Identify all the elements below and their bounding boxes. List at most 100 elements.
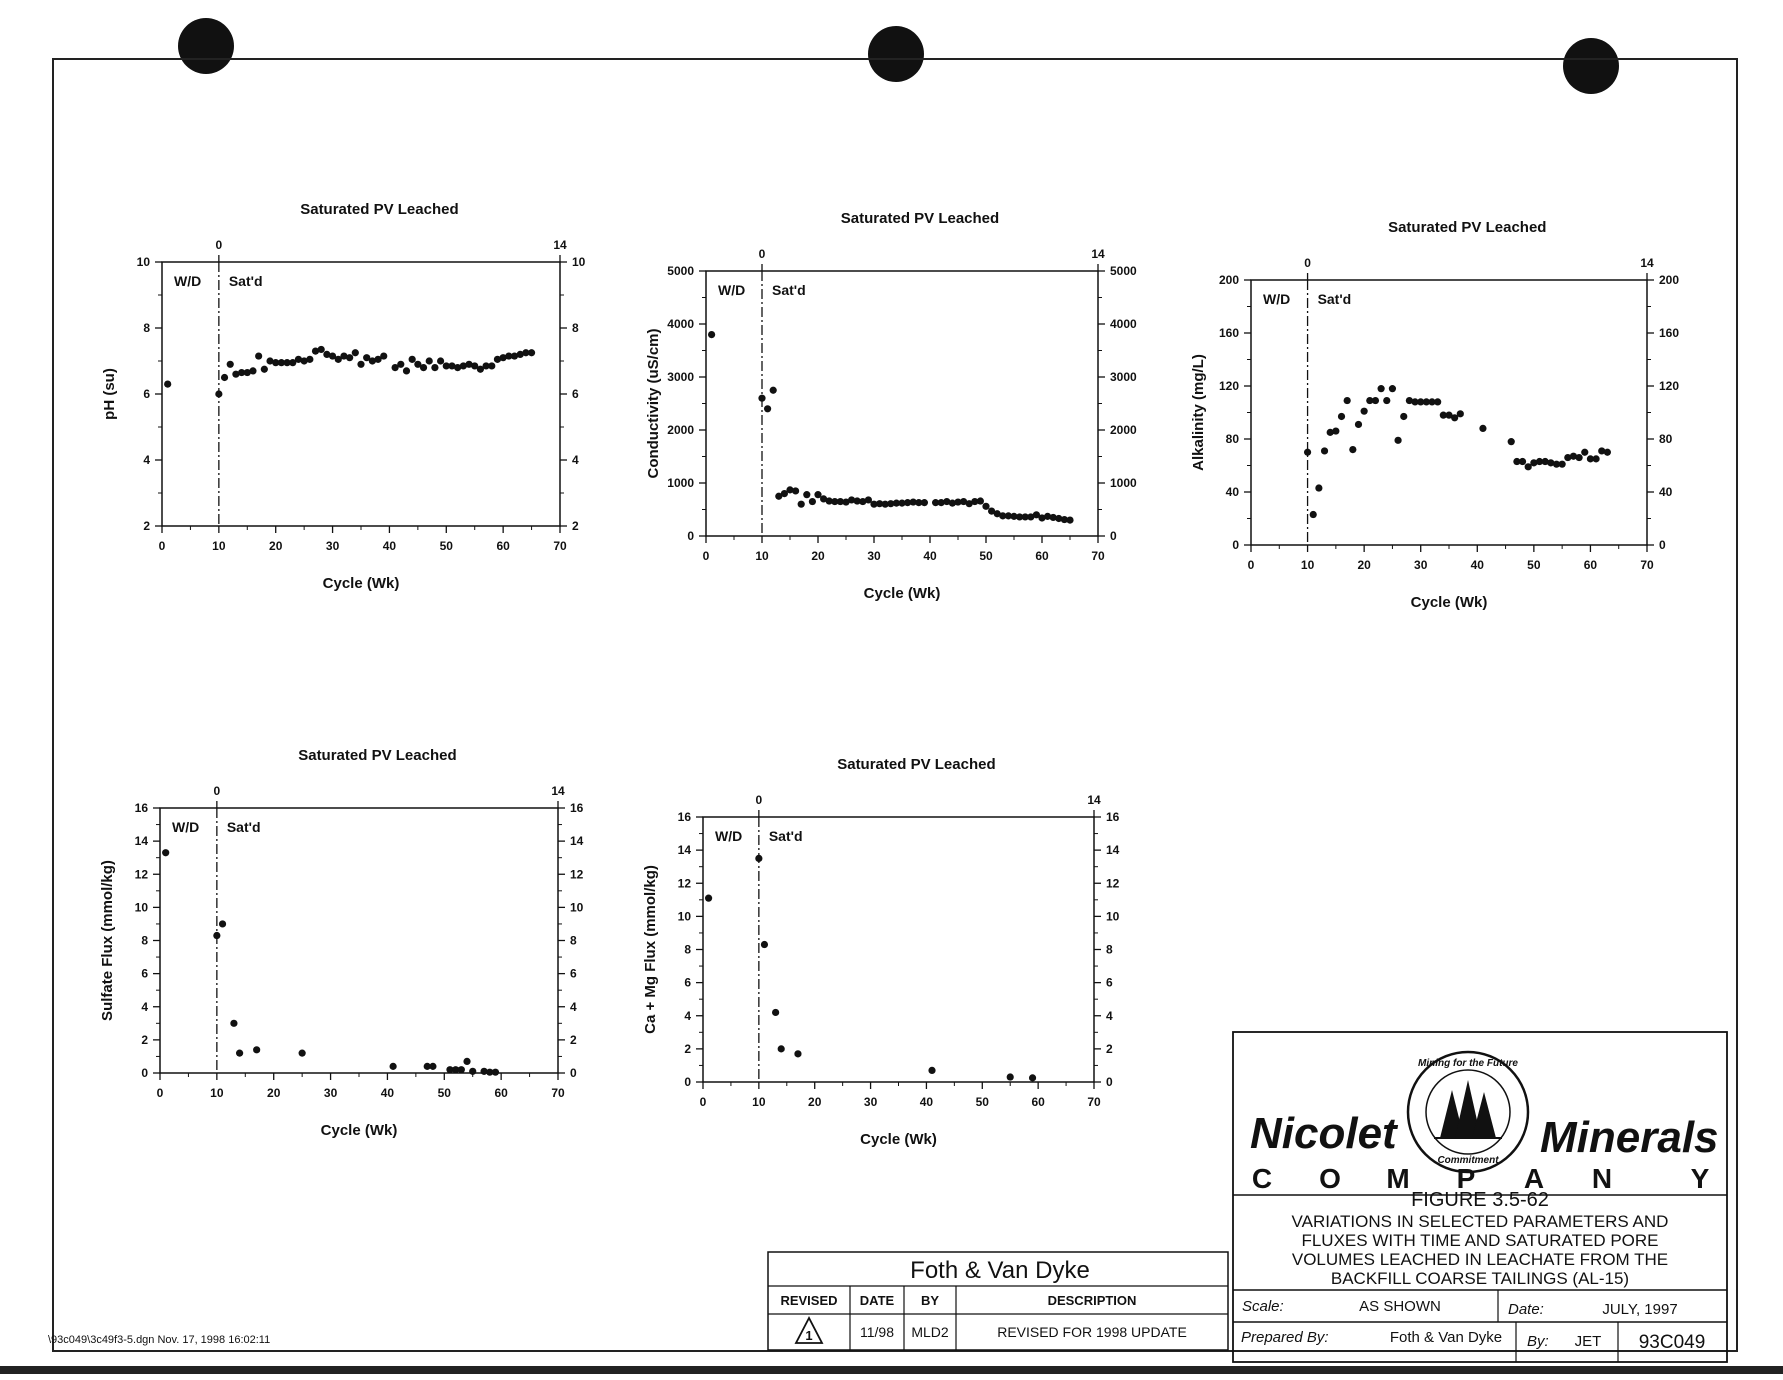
y-tick-label-right: 14 (1106, 843, 1120, 857)
data-point (1552, 460, 1561, 468)
data-point (486, 1068, 494, 1076)
x-tick-label: 30 (867, 549, 881, 563)
prepared-value: Foth & Van Dyke (1390, 1329, 1502, 1346)
data-point (1530, 459, 1538, 467)
data-point (1411, 398, 1419, 406)
data-point (982, 502, 990, 510)
y-tick-label-left: 4000 (667, 317, 694, 331)
data-point (340, 352, 348, 360)
y-tick-label-right: 0 (1659, 538, 1666, 552)
y-axis-label: Alkalinity (mg/L) (1190, 354, 1207, 471)
data-point (1592, 455, 1600, 463)
data-point (814, 491, 822, 499)
y-tick-label-left: 6 (141, 967, 148, 981)
data-point (820, 495, 828, 503)
revision-header-description: DESCRIPTION (1048, 1293, 1137, 1308)
data-point (493, 355, 502, 363)
y-tick-label-left: 10 (135, 900, 149, 914)
y-tick-label-right: 6 (1106, 976, 1113, 990)
data-point (1021, 513, 1029, 521)
y-tick-label-right: 10 (1106, 909, 1120, 923)
by-value: JET (1575, 1333, 1602, 1350)
data-point (831, 497, 839, 506)
y-tick-label-right: 4 (572, 453, 579, 467)
data-point (289, 359, 297, 367)
region-label-satd: Sat'd (227, 819, 261, 835)
data-point (864, 496, 873, 504)
y-tick-label-left: 3000 (667, 370, 694, 384)
drawing-sheet-border (52, 58, 1738, 1352)
data-point (853, 497, 861, 505)
data-point (218, 920, 227, 928)
data-point (465, 360, 473, 368)
y-tick-label-left: 4 (684, 1009, 691, 1023)
data-point (932, 499, 940, 507)
data-point (960, 497, 968, 506)
revision-header-date: DATE (860, 1293, 895, 1308)
data-point (469, 1067, 477, 1075)
data-point (825, 497, 833, 505)
binder-hole-center (868, 26, 924, 82)
data-point (1400, 412, 1408, 421)
region-label-satd: Sat'd (229, 273, 263, 289)
data-point (1016, 513, 1024, 521)
page-bottom-edge (0, 1366, 1783, 1374)
data-point (480, 1067, 488, 1075)
data-point (764, 405, 772, 413)
data-point (775, 492, 783, 500)
data-point (346, 354, 354, 362)
region-label-wd: W/D (1263, 291, 1290, 307)
x-tick-label: 30 (326, 539, 340, 553)
data-point (1006, 1073, 1014, 1081)
y-tick-label-left: 4 (141, 1000, 148, 1014)
y-tick-label-right: 8 (1106, 943, 1113, 957)
top-axis-label-end: 14 (1087, 793, 1101, 807)
data-point (760, 940, 769, 949)
data-point (249, 367, 257, 375)
data-point (294, 355, 303, 363)
prepared-label: Prepared By: (1241, 1329, 1329, 1346)
data-point (328, 352, 337, 360)
data-point (368, 357, 376, 365)
data-point (452, 1066, 460, 1074)
x-tick-label: 10 (210, 1086, 224, 1100)
x-tick-label: 0 (1248, 558, 1255, 572)
x-tick-label: 0 (157, 1086, 164, 1100)
data-point (1320, 447, 1329, 455)
data-point (1541, 457, 1549, 466)
data-point (213, 931, 221, 940)
data-point (423, 1062, 431, 1070)
x-tick-label: 20 (808, 1095, 822, 1109)
data-point (357, 360, 365, 368)
y-tick-label-right: 4000 (1110, 317, 1137, 331)
data-point (311, 347, 320, 355)
y-tick-label-left: 2 (141, 1033, 148, 1047)
x-tick-label: 40 (923, 549, 937, 563)
y-tick-label-left: 12 (678, 876, 692, 890)
data-point (374, 355, 382, 363)
data-point (1010, 512, 1018, 520)
company-letter: Y (1691, 1163, 1710, 1194)
data-point (1564, 453, 1572, 462)
region-label-satd: Sat'd (772, 282, 806, 298)
y-tick-label-right: 120 (1659, 379, 1679, 393)
data-point (808, 497, 817, 506)
y-tick-label-right: 200 (1659, 273, 1679, 287)
top-axis-label-start: 0 (1304, 256, 1311, 270)
figure-title-line-1: VARIATIONS IN SELECTED PARAMETERS AND (1292, 1212, 1669, 1231)
data-point (1332, 427, 1340, 435)
y-tick-label-left: 8 (684, 943, 691, 957)
data-point (419, 364, 428, 372)
y-tick-label-left: 6 (684, 976, 691, 990)
y-tick-label-right: 0 (1106, 1075, 1113, 1089)
data-point (1049, 513, 1057, 522)
chart-title: Saturated PV Leached (841, 210, 999, 227)
data-point (842, 498, 850, 506)
data-point (780, 490, 789, 498)
figure-number: FIGURE 3.5-62 (1411, 1189, 1549, 1211)
y-tick-label-right: 2000 (1110, 423, 1137, 437)
data-point (1066, 516, 1074, 524)
y-tick-label-right: 5000 (1110, 264, 1137, 278)
